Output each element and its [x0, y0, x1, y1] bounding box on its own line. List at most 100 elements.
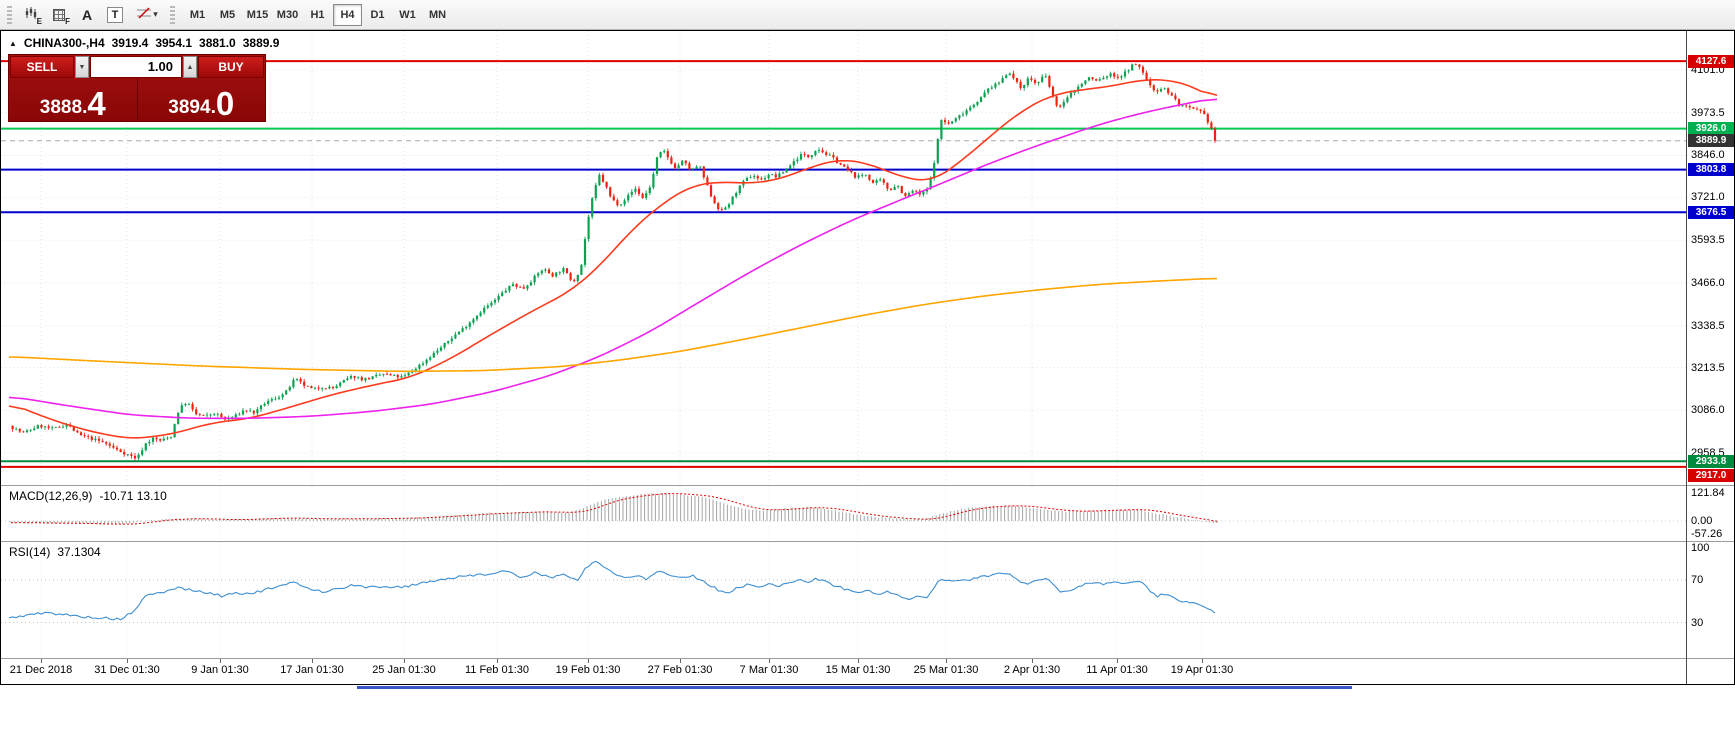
letter-a-icon: A: [81, 6, 93, 23]
volume-increase-button[interactable]: ▲: [183, 56, 197, 78]
price-tick-label: 3593.5: [1691, 234, 1725, 247]
chart-marker-icon: ▲: [9, 38, 17, 48]
price-tick-label: 3973.5: [1691, 106, 1725, 119]
price-badge: 2933.8: [1688, 454, 1734, 468]
rsi-label: RSI(14) 37.1304: [9, 545, 101, 559]
ohlc-high: 3954.1: [155, 36, 193, 50]
grid-mini-icon: [53, 8, 65, 21]
rsi-scale-label: 100: [1691, 542, 1710, 554]
text-label-button[interactable]: T: [102, 3, 128, 27]
bid-ask-divider: [136, 79, 138, 120]
icon-sub-letter-f: F: [65, 16, 70, 26]
time-tick-label: 7 Mar 01:30: [739, 664, 799, 676]
price-tick-label: 3721.0: [1691, 191, 1725, 204]
timeframe-button-m1[interactable]: M1: [183, 4, 212, 26]
price-tick-label: 3338.5: [1691, 319, 1725, 332]
time-tick-label: 19 Apr 01:30: [1170, 664, 1234, 676]
time-tick-mark: [1202, 659, 1203, 663]
bid-main-digits: 3888.: [39, 97, 88, 118]
docked-window-edge: [357, 686, 1352, 689]
time-tick-mark: [858, 659, 859, 663]
time-tick-mark: [1032, 659, 1033, 663]
time-tick-mark: [127, 659, 128, 663]
rsi-canvas[interactable]: [1, 542, 1687, 658]
macd-values: -10.71 13.10: [99, 489, 167, 503]
time-tick-mark: [220, 659, 221, 663]
timeframe-button-m5[interactable]: M5: [213, 4, 242, 26]
price-scale-border: [1686, 31, 1687, 684]
time-tick-label: 27 Feb 01:30: [647, 664, 713, 676]
macd-scale-label: -57.26: [1691, 528, 1723, 541]
time-tick-label: 9 Jan 01:30: [191, 664, 249, 676]
timeframe-toolbar: M1 M5 M15 M30 H1 H4 D1 W1 MN: [183, 3, 452, 26]
toolbar-grip[interactable]: [7, 5, 12, 24]
price-tick-label: 3466.0: [1691, 276, 1725, 289]
time-axis-divider: [1, 658, 1734, 659]
letter-t-icon: T: [107, 6, 123, 23]
timeframe-button-h1[interactable]: H1: [303, 4, 332, 26]
expert-chart-button[interactable]: E: [18, 3, 44, 27]
time-tick-label: 25 Mar 01:30: [913, 664, 979, 676]
sell-button[interactable]: SELL: [10, 56, 74, 78]
rsi-scale-label: 30: [1691, 616, 1704, 629]
font-a-button[interactable]: A: [74, 3, 100, 27]
macd-scale-label: 0.00: [1691, 515, 1713, 527]
time-tick-label: 31 Dec 01:30: [94, 664, 160, 676]
profile-grid-button[interactable]: F: [46, 3, 72, 27]
bottom-area: [0, 686, 1735, 755]
time-tick-label: 11 Feb 01:30: [464, 664, 530, 676]
price-badge: 4127.6: [1688, 54, 1734, 68]
timeframe-button-mn[interactable]: MN: [423, 4, 452, 26]
rsi-name: RSI(14): [9, 545, 51, 559]
dropdown-caret-icon: ▾: [153, 9, 158, 19]
time-tick-label: 17 Jan 01:30: [280, 664, 344, 676]
bid-price[interactable]: 3888. 4: [9, 79, 137, 120]
price-badge: 3889.9: [1688, 134, 1734, 148]
macd-canvas[interactable]: [1, 486, 1687, 541]
up-arrow-icon: ▲: [186, 63, 194, 71]
toolbar: E F A T ▾ M1 M5 M15 M30 H1 H4 D1 W1 MN: [0, 0, 1735, 30]
price-badge: 3926.0: [1688, 122, 1734, 136]
symbol-period: CHINA300-,H4: [23, 36, 105, 50]
ohlc-open: 3919.4: [111, 36, 149, 50]
price-tick-label: 3213.5: [1691, 361, 1725, 374]
macd-label: MACD(12,26,9) -10.71 13.10: [9, 489, 167, 503]
time-tick-label: 2 Apr 01:30: [1003, 664, 1061, 676]
line-studies-button[interactable]: ▾: [130, 3, 164, 27]
buy-button[interactable]: BUY: [198, 56, 264, 78]
macd-pane-divider[interactable]: [1, 485, 1734, 486]
timeframe-button-h4[interactable]: H4: [333, 3, 362, 26]
timeframe-button-m30[interactable]: M30: [273, 4, 302, 26]
bid-big-digit: 4: [87, 84, 106, 122]
ohlc-close: 3889.9: [242, 36, 280, 50]
icon-sub-letter-e: E: [36, 16, 42, 26]
time-tick-mark: [404, 659, 405, 663]
rsi-scale-label: 70: [1691, 573, 1704, 586]
price-tick-label: 3846.0: [1691, 149, 1725, 162]
time-tick-mark: [680, 659, 681, 663]
timeframe-button-w1[interactable]: W1: [393, 4, 422, 26]
price-badge: 3676.5: [1688, 205, 1734, 219]
main-chart-canvas[interactable]: [1, 31, 1687, 485]
time-tick-mark: [946, 659, 947, 663]
line-studies-icon: [136, 6, 152, 23]
volume-input[interactable]: 1.00: [90, 56, 182, 78]
one-click-trading-panel: SELL ▼ 1.00 ▲ BUY 3888. 4 3894. 0: [8, 54, 266, 122]
time-tick-mark: [769, 659, 770, 663]
time-tick-label: 15 Mar 01:30: [825, 664, 891, 676]
timeframe-button-d1[interactable]: D1: [363, 4, 392, 26]
chart-ohlc-title: ▲ CHINA300-,H4 3919.4 3954.1 3881.0 3889…: [9, 36, 279, 50]
toolbar-grip-2[interactable]: [170, 5, 175, 24]
ask-price[interactable]: 3894. 0: [138, 79, 266, 120]
time-tick-mark: [588, 659, 589, 663]
time-tick-label: 21 Dec 2018: [9, 664, 73, 676]
time-tick-mark: [497, 659, 498, 663]
rsi-pane-divider[interactable]: [1, 541, 1734, 542]
price-badge: 3803.8: [1688, 163, 1734, 177]
rsi-value: 37.1304: [57, 545, 101, 559]
timeframe-button-m15[interactable]: M15: [243, 4, 272, 26]
volume-decrease-button[interactable]: ▼: [75, 56, 89, 78]
macd-name: MACD(12,26,9): [9, 489, 93, 503]
price-tick-label: 3086.0: [1691, 404, 1725, 417]
